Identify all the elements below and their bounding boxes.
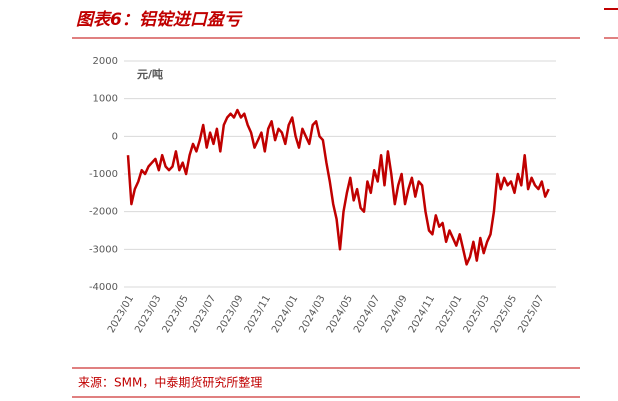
y-tick-label: 1000 xyxy=(93,94,118,105)
x-tick-label: 2023/11 xyxy=(243,294,273,335)
source-note: 来源：SMM，中泰期货研究所整理 xyxy=(78,375,262,390)
figure-title: 图表6：铝锭进口盈亏 xyxy=(76,10,243,30)
y-tick-label: 0 xyxy=(112,131,118,142)
y-tick-label: -3000 xyxy=(89,244,118,255)
x-tick-label: 2023/03 xyxy=(133,294,163,335)
y-unit: 元/吨 xyxy=(137,67,163,81)
y-tick-label: 2000 xyxy=(93,56,118,67)
y-tick-label: -4000 xyxy=(89,282,118,293)
x-tick-label: 2023/07 xyxy=(188,294,218,335)
x-tick-label: 2023/05 xyxy=(161,294,191,335)
x-tick-label: 2023/09 xyxy=(215,294,245,335)
x-tick-label: 2024/07 xyxy=(352,294,382,335)
x-tick-label: 2024/11 xyxy=(407,294,437,335)
x-tick-label: 2023/01 xyxy=(106,294,136,335)
x-tick-label: 2024/09 xyxy=(379,294,409,335)
x-tick-label: 2024/05 xyxy=(325,294,355,335)
y-tick-label: -2000 xyxy=(89,207,118,218)
y-tick-label: -1000 xyxy=(89,169,118,180)
x-tick-label: 2025/03 xyxy=(462,294,492,335)
x-tick-label: 2025/05 xyxy=(489,294,519,335)
x-tick-label: 2024/03 xyxy=(297,294,327,335)
x-tick-label: 2025/01 xyxy=(434,294,464,335)
x-tick-label: 2025/07 xyxy=(516,294,546,335)
data-line xyxy=(126,108,550,266)
x-tick-label: 2024/01 xyxy=(270,294,300,335)
